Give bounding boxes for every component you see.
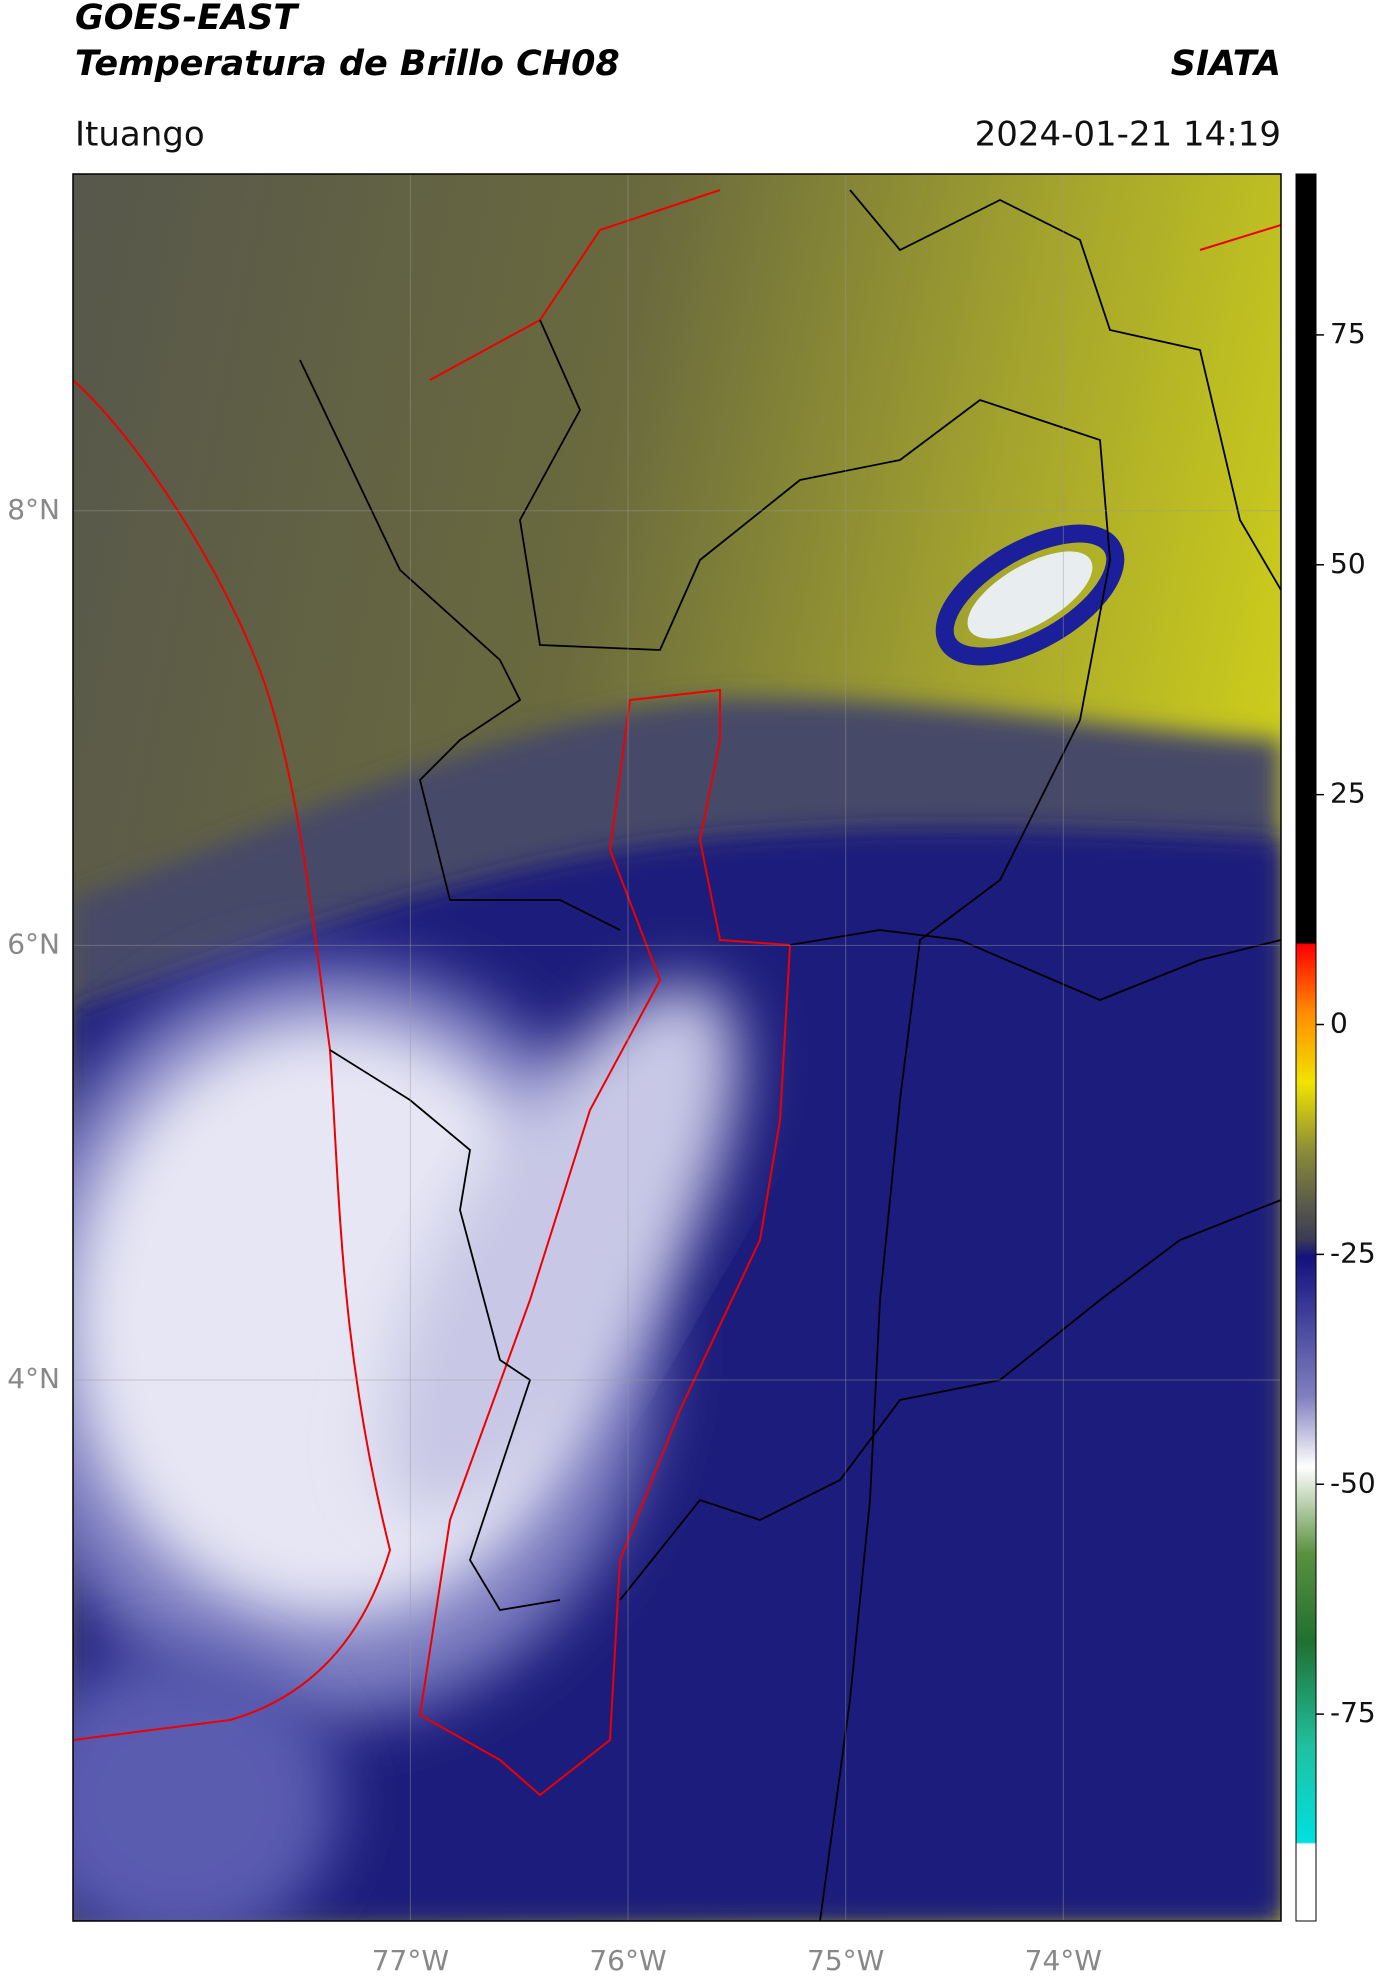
colorbar-tick-label: 0 <box>1330 1007 1348 1040</box>
y-tick-label: 8°N <box>7 493 60 526</box>
colorbar-tick-label: -50 <box>1330 1466 1376 1499</box>
y-tick-label: 6°N <box>7 927 60 960</box>
colorbar-tick-label: 25 <box>1330 777 1366 810</box>
source: SIATA <box>1171 44 1281 84</box>
satellite-image <box>73 174 1281 1921</box>
x-tick-label: 74°W <box>1025 1944 1102 1977</box>
colorbar-tick-label: 50 <box>1330 547 1366 580</box>
datetime: 2024-01-21 14:19 <box>975 115 1281 155</box>
location: Ituango <box>75 115 205 155</box>
colorbar-tick-label: -75 <box>1330 1696 1376 1729</box>
x-tick-label: 76°W <box>589 1944 666 1977</box>
grid <box>73 174 1281 1921</box>
colorbar-tick-label: -25 <box>1330 1236 1376 1269</box>
subtitle: Temperatura de Brillo CH08 <box>75 44 620 84</box>
colorbar <box>1295 173 1317 1922</box>
x-tick-label: 77°W <box>372 1944 449 1977</box>
map-frame <box>72 173 1282 1922</box>
title: GOES-EAST <box>75 0 300 38</box>
colorbar-tick-label: 75 <box>1330 317 1366 350</box>
x-tick-label: 75°W <box>807 1944 884 1977</box>
y-tick-label: 4°N <box>7 1362 60 1395</box>
